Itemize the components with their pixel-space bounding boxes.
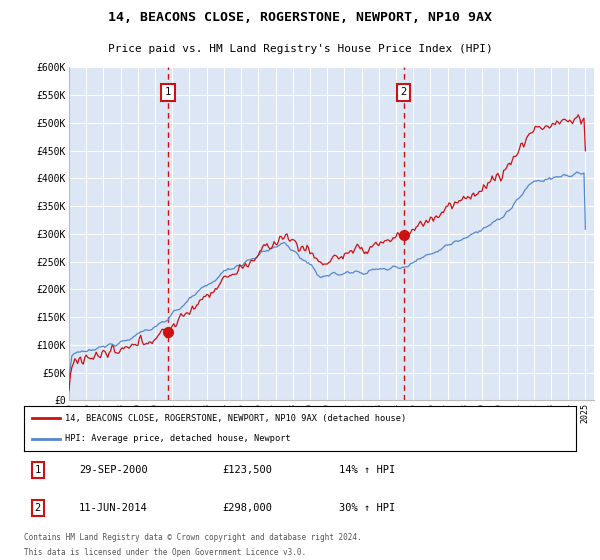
Text: 2: 2 xyxy=(35,503,41,513)
Text: 1: 1 xyxy=(165,87,171,97)
Text: £123,500: £123,500 xyxy=(223,465,273,475)
Text: 14, BEACONS CLOSE, ROGERSTONE, NEWPORT, NP10 9AX: 14, BEACONS CLOSE, ROGERSTONE, NEWPORT, … xyxy=(108,11,492,24)
Text: Contains HM Land Registry data © Crown copyright and database right 2024.: Contains HM Land Registry data © Crown c… xyxy=(24,534,362,543)
Text: 11-JUN-2014: 11-JUN-2014 xyxy=(79,503,148,513)
Text: Price paid vs. HM Land Registry's House Price Index (HPI): Price paid vs. HM Land Registry's House … xyxy=(107,44,493,54)
Text: HPI: Average price, detached house, Newport: HPI: Average price, detached house, Newp… xyxy=(65,434,291,443)
Text: 2: 2 xyxy=(400,87,407,97)
Text: 29-SEP-2000: 29-SEP-2000 xyxy=(79,465,148,475)
Text: £298,000: £298,000 xyxy=(223,503,273,513)
Text: 30% ↑ HPI: 30% ↑ HPI xyxy=(338,503,395,513)
Text: 1: 1 xyxy=(35,465,41,475)
Text: 14% ↑ HPI: 14% ↑ HPI xyxy=(338,465,395,475)
Text: 14, BEACONS CLOSE, ROGERSTONE, NEWPORT, NP10 9AX (detached house): 14, BEACONS CLOSE, ROGERSTONE, NEWPORT, … xyxy=(65,414,407,423)
Text: This data is licensed under the Open Government Licence v3.0.: This data is licensed under the Open Gov… xyxy=(24,548,306,557)
